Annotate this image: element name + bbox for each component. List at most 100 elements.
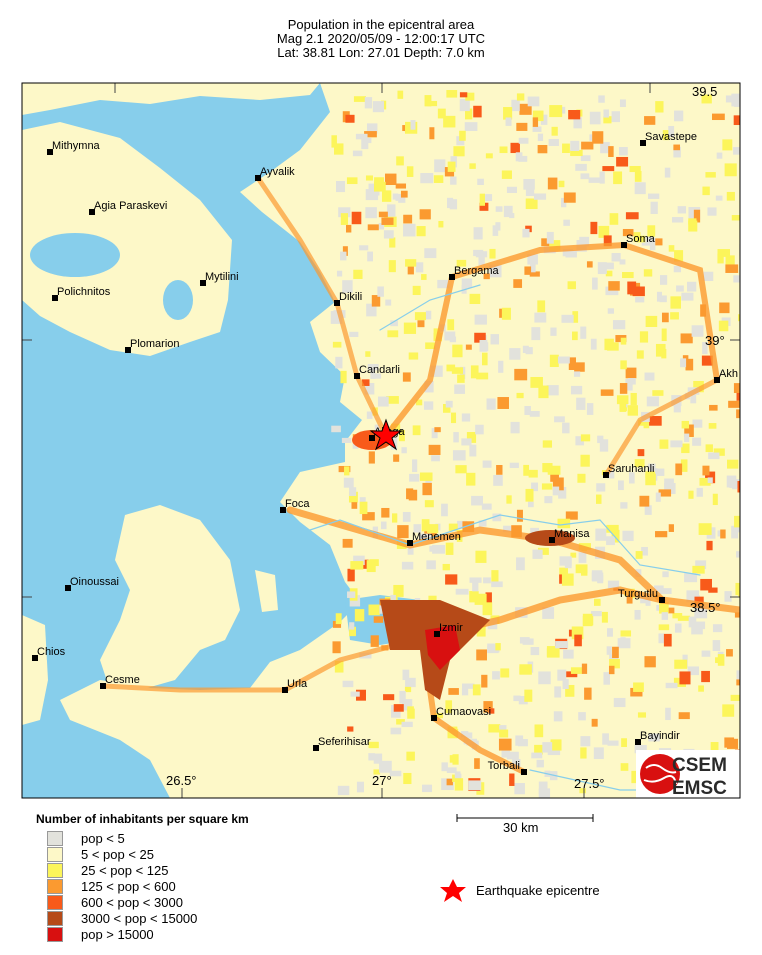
density-cell bbox=[373, 769, 381, 775]
density-cell bbox=[425, 342, 436, 350]
density-cell bbox=[523, 179, 535, 190]
density-cell bbox=[599, 171, 605, 184]
density-cell bbox=[524, 406, 531, 415]
density-cell bbox=[621, 738, 627, 747]
density-cell bbox=[401, 699, 413, 711]
density-cell bbox=[607, 580, 620, 589]
density-cell bbox=[693, 209, 701, 223]
density-cell bbox=[732, 480, 738, 490]
density-cell bbox=[563, 192, 576, 203]
density-cell bbox=[733, 147, 740, 155]
density-cell bbox=[622, 530, 634, 542]
city-label: Saruhanli bbox=[608, 463, 654, 475]
density-cell bbox=[684, 433, 690, 443]
emsc-logo: CSEM EMSC bbox=[636, 750, 740, 799]
density-cell bbox=[537, 547, 549, 555]
density-cell bbox=[639, 495, 650, 507]
density-cell bbox=[661, 312, 669, 323]
density-cell bbox=[684, 424, 694, 437]
density-cell bbox=[454, 771, 461, 777]
lat-label-39-5: 39.5 bbox=[692, 84, 717, 99]
density-cell bbox=[636, 235, 646, 243]
density-cell bbox=[664, 478, 674, 488]
density-cell bbox=[736, 679, 740, 686]
density-cell bbox=[503, 525, 512, 533]
legend-swatch bbox=[47, 895, 63, 910]
density-cell bbox=[422, 482, 432, 496]
density-cell bbox=[705, 172, 716, 178]
density-cell bbox=[529, 260, 536, 273]
density-cell bbox=[334, 143, 344, 155]
density-cell bbox=[523, 464, 530, 476]
density-cell bbox=[661, 328, 667, 342]
density-cell bbox=[335, 356, 343, 369]
density-cell bbox=[469, 163, 476, 169]
density-cell bbox=[513, 695, 521, 702]
city-label: Agia Paraskevi bbox=[94, 200, 167, 212]
logo-emsc: EMSC bbox=[672, 778, 727, 799]
density-cell bbox=[686, 590, 699, 603]
density-cell bbox=[593, 747, 604, 760]
event-info: Mag 2.1 2020/05/09 - 12:00:17 UTC bbox=[276, 31, 486, 46]
density-cell bbox=[674, 250, 684, 262]
density-cell bbox=[377, 396, 389, 407]
density-cell bbox=[334, 660, 344, 673]
density-cell bbox=[476, 649, 487, 661]
density-cell bbox=[472, 581, 479, 592]
density-cell bbox=[542, 463, 553, 473]
density-cell bbox=[736, 409, 740, 419]
density-cell bbox=[596, 494, 602, 504]
density-cell bbox=[643, 269, 653, 277]
density-cell bbox=[665, 707, 671, 721]
density-cell bbox=[611, 253, 621, 262]
density-cell bbox=[645, 473, 656, 486]
density-cell bbox=[659, 601, 669, 614]
density-cell bbox=[429, 127, 435, 140]
city-marker bbox=[89, 209, 95, 215]
density-cell bbox=[680, 333, 693, 344]
density-cell bbox=[557, 518, 571, 529]
density-cell bbox=[406, 488, 414, 500]
density-cell bbox=[338, 207, 351, 218]
epicentre-star-icon[interactable] bbox=[369, 418, 403, 451]
density-cell bbox=[418, 533, 432, 541]
density-cell bbox=[681, 292, 694, 301]
density-cell bbox=[421, 274, 427, 280]
city-label: Bergama bbox=[454, 265, 500, 277]
density-cell bbox=[656, 291, 663, 302]
density-cell bbox=[562, 679, 569, 689]
city-marker bbox=[52, 295, 58, 301]
density-cell bbox=[596, 483, 606, 492]
density-cell bbox=[648, 733, 660, 742]
density-cell bbox=[446, 197, 454, 209]
density-cell bbox=[447, 319, 455, 331]
density-cell bbox=[540, 114, 548, 125]
density-cell bbox=[653, 468, 665, 476]
density-cell bbox=[412, 285, 421, 296]
density-cell bbox=[542, 742, 553, 753]
density-cell bbox=[371, 295, 381, 307]
density-cell bbox=[600, 142, 610, 154]
density-cell bbox=[616, 395, 629, 405]
density-cell bbox=[383, 694, 395, 701]
density-cell bbox=[438, 220, 444, 228]
density-cell bbox=[579, 236, 590, 247]
density-cell bbox=[673, 144, 681, 151]
density-cell bbox=[367, 224, 379, 231]
density-cell bbox=[449, 755, 456, 763]
density-cell bbox=[473, 249, 484, 257]
density-cell bbox=[366, 411, 373, 419]
density-cell bbox=[736, 388, 740, 401]
density-cell bbox=[655, 343, 666, 357]
density-cell bbox=[708, 587, 718, 593]
density-cell bbox=[554, 416, 565, 423]
density-cell bbox=[544, 496, 553, 504]
density-cell bbox=[531, 482, 539, 492]
density-cell bbox=[374, 424, 380, 436]
density-cell bbox=[389, 770, 402, 777]
density-cell bbox=[620, 763, 629, 771]
density-cell bbox=[368, 451, 375, 464]
density-cell bbox=[531, 327, 541, 341]
density-cell bbox=[532, 126, 542, 132]
city-marker bbox=[434, 631, 440, 637]
